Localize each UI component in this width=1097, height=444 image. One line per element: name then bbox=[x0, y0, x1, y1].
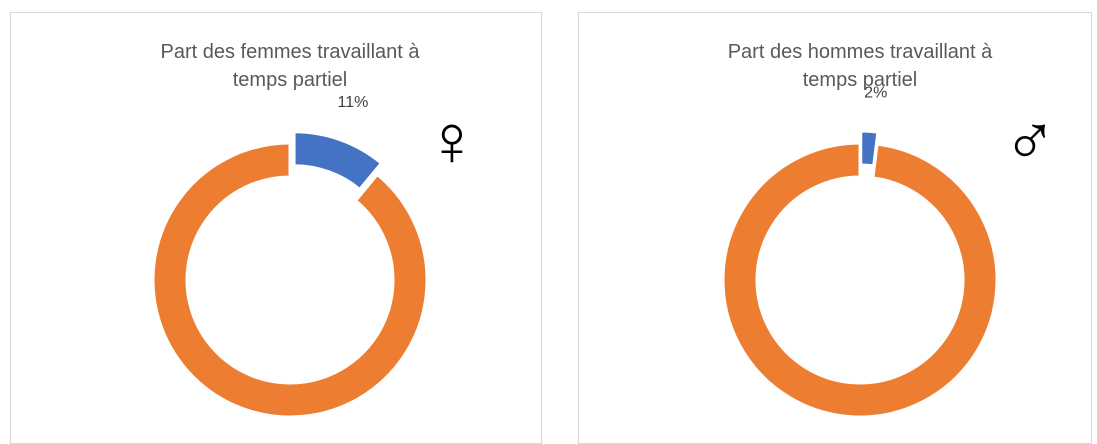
data-label: 2% bbox=[864, 84, 887, 101]
chart-panel bbox=[578, 12, 1092, 444]
charts: 11% ♀ 2% ♂ bbox=[151, 84, 1057, 419]
donut-segment bbox=[292, 130, 384, 192]
gender-symbol: ♀ bbox=[425, 101, 479, 181]
page: 11% ♀ 2% ♂ Part des femmes travaillant à te… bbox=[10, 12, 1092, 444]
chart-title: Part des femmes travaillant à temps part… bbox=[160, 41, 420, 91]
donut-segment bbox=[151, 141, 429, 419]
gender-symbol: ♂ bbox=[1003, 101, 1057, 181]
data-label: 11% bbox=[338, 94, 369, 111]
chart-panel bbox=[10, 12, 542, 444]
donut-segment bbox=[721, 141, 999, 419]
chart-title: Part des hommes travaillant à temps part… bbox=[727, 41, 993, 91]
